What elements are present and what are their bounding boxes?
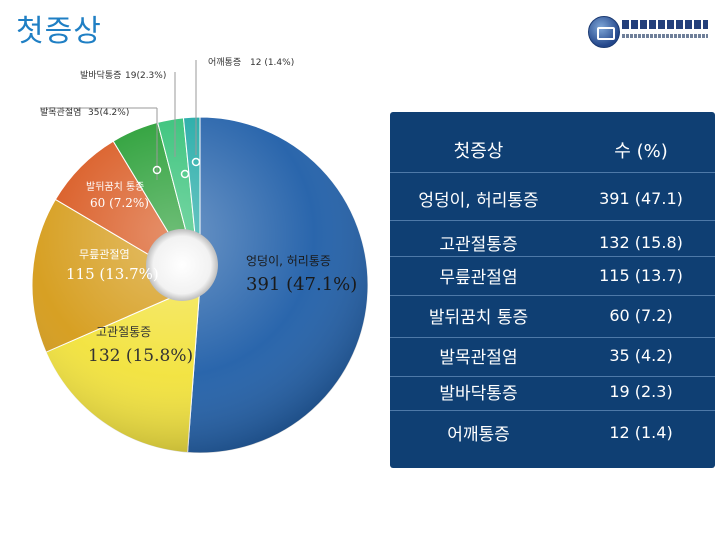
slice-value-ankle: 35(4.2%) <box>88 108 129 118</box>
leader-dot-shoulder <box>191 157 201 167</box>
table-row: 발목관절염 35 (4.2) <box>390 333 715 377</box>
table-divider <box>390 410 715 411</box>
table-cell-count: 19 (2.3) <box>609 381 673 401</box>
table-header-count: 수 (%) <box>614 141 668 162</box>
pie-chart: 어깨통증 12 (1.4%) 발바닥통증 19(2.3%) 발목관절염 35(4… <box>31 56 369 454</box>
table-row: 발뒤꿈치 통증 60 (7.2) <box>390 293 715 337</box>
slice-label-knee: 무릎관절염 <box>79 248 130 261</box>
slice-label-shoulder: 어깨통증 <box>208 56 241 68</box>
table-divider <box>390 172 715 173</box>
table-header-row: 첫증상 수 (%) <box>390 128 715 172</box>
page-title: 첫증상 <box>16 14 102 49</box>
table-header-symptom: 첫증상 <box>453 141 504 162</box>
table-cell-count: 35 (4.2) <box>609 345 673 365</box>
logo-subline <box>622 34 708 38</box>
leader-dot-foot-sole <box>180 169 190 179</box>
table-cell-count: 115 (13.7) <box>599 265 683 285</box>
table-cell-symptom: 어깨통증 <box>447 424 510 445</box>
leader-dot-ankle <box>152 165 162 175</box>
slice-value-hip: 132 (15.8%) <box>88 346 193 366</box>
table-cell-count: 132 (15.8) <box>599 232 683 252</box>
table-row: 엉덩이, 허리통증 391 (47.1) <box>390 176 715 220</box>
table-cell-symptom: 엉덩이, 허리통증 <box>418 190 539 211</box>
table-divider <box>390 376 715 377</box>
slice-label-foot-sole: 발바닥통증 <box>80 70 121 81</box>
table-cell-symptom: 발뒤꿈치 통증 <box>428 307 529 328</box>
table-row: 발바닥통증 19 (2.3) <box>390 369 715 413</box>
pie-center-hole <box>146 229 218 301</box>
pie-slice-labels: 어깨통증 12 (1.4%) 발바닥통증 19(2.3%) 발목관절염 35(4… <box>40 56 357 366</box>
table-cell-symptom: 발목관절염 <box>439 347 518 368</box>
table-divider <box>390 295 715 296</box>
slice-value-back: 391 (47.1%) <box>246 274 357 295</box>
table-divider <box>390 256 715 257</box>
slice-value-foot-sole: 19(2.3%) <box>125 71 166 81</box>
table-row: 무릎관절염 115 (13.7) <box>390 253 715 297</box>
logo-wordmark <box>622 20 708 29</box>
slice-label-ankle: 발목관절염 <box>40 106 81 118</box>
table-cell-count: 12 (1.4) <box>609 422 673 442</box>
slice-value-heel: 60 (7.2%) <box>90 196 149 210</box>
table-row: 고관절통증 132 (15.8) <box>390 220 715 264</box>
slice-label-hip: 고관절통증 <box>96 325 151 339</box>
hospital-logo <box>588 14 710 48</box>
table-row: 어깨통증 12 (1.4) <box>390 410 715 454</box>
pie-leader-lines <box>40 60 201 180</box>
table-divider <box>390 220 715 221</box>
slice-label-heel: 발뒤꿈치 통증 <box>86 181 144 193</box>
slice-label-back: 엉덩이, 허리통증 <box>246 254 331 268</box>
table-cell-symptom: 발바닥통증 <box>439 383 518 404</box>
university-seal-icon <box>588 16 620 48</box>
table-cell-symptom: 무릎관절염 <box>439 267 518 288</box>
slice-value-knee: 115 (13.7%) <box>66 265 159 283</box>
table-cell-count: 391 (47.1) <box>599 188 683 208</box>
table-divider <box>390 337 715 338</box>
table-cell-count: 60 (7.2) <box>609 305 673 325</box>
slice-value-shoulder: 12 (1.4%) <box>250 58 294 68</box>
symptom-table: 첫증상 수 (%) 엉덩이, 허리통증 391 (47.1) 고관절통증 132… <box>390 112 715 468</box>
table-cell-symptom: 고관절통증 <box>439 234 518 255</box>
